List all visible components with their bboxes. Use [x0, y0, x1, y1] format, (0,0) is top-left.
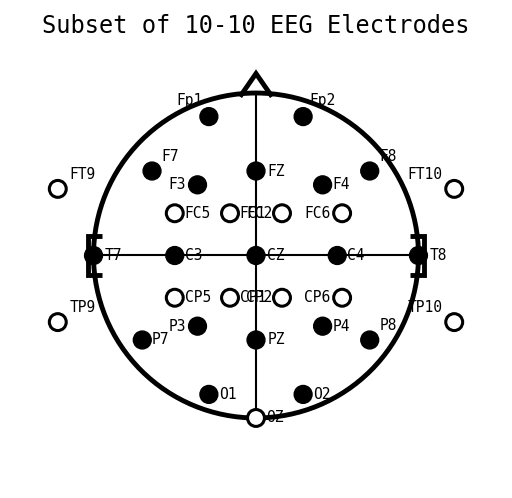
Circle shape: [200, 385, 218, 403]
Title: Subset of 10-10 EEG Electrodes: Subset of 10-10 EEG Electrodes: [42, 14, 470, 38]
Circle shape: [334, 205, 351, 222]
Circle shape: [273, 205, 290, 222]
Text: F3: F3: [168, 177, 186, 192]
Circle shape: [166, 205, 183, 222]
Circle shape: [222, 289, 239, 306]
Text: CZ: CZ: [267, 248, 285, 263]
Circle shape: [294, 385, 312, 403]
Text: C4: C4: [347, 248, 365, 263]
Text: CP6: CP6: [305, 290, 331, 305]
Text: FT10: FT10: [408, 167, 443, 182]
Circle shape: [188, 176, 206, 194]
Circle shape: [446, 180, 463, 197]
Circle shape: [247, 247, 265, 264]
Circle shape: [200, 108, 218, 125]
Text: FC2: FC2: [246, 206, 272, 221]
Circle shape: [84, 247, 102, 264]
Circle shape: [334, 289, 351, 306]
Text: FC5: FC5: [184, 206, 211, 221]
Text: P7: P7: [152, 333, 169, 348]
Circle shape: [247, 331, 265, 349]
Text: P4: P4: [332, 319, 350, 334]
Circle shape: [188, 317, 206, 335]
Text: T8: T8: [430, 248, 447, 263]
Text: CP2: CP2: [246, 290, 272, 305]
Text: Fp1: Fp1: [176, 93, 202, 108]
Text: CP1: CP1: [240, 290, 266, 305]
Text: F4: F4: [332, 177, 350, 192]
Circle shape: [166, 289, 183, 306]
Circle shape: [314, 176, 332, 194]
Text: FZ: FZ: [267, 163, 285, 178]
Text: F7: F7: [162, 149, 179, 164]
Circle shape: [143, 162, 161, 180]
Circle shape: [314, 317, 332, 335]
Text: FT9: FT9: [69, 167, 95, 182]
Text: TP9: TP9: [69, 300, 95, 315]
Circle shape: [133, 331, 151, 349]
Text: O1: O1: [219, 387, 236, 402]
Text: T7: T7: [105, 248, 122, 263]
Circle shape: [361, 162, 379, 180]
Text: C3: C3: [184, 248, 202, 263]
Circle shape: [361, 331, 379, 349]
Circle shape: [294, 108, 312, 125]
Text: O2: O2: [313, 387, 330, 402]
Text: OZ: OZ: [266, 410, 283, 425]
Text: CP5: CP5: [184, 290, 211, 305]
Circle shape: [222, 205, 239, 222]
Circle shape: [446, 314, 463, 331]
Text: F8: F8: [379, 149, 397, 164]
Text: P8: P8: [379, 318, 397, 333]
Circle shape: [328, 247, 346, 264]
Text: FC1: FC1: [240, 206, 266, 221]
Text: FC6: FC6: [305, 206, 331, 221]
Circle shape: [49, 180, 66, 197]
Text: Fp2: Fp2: [310, 93, 336, 108]
Text: P3: P3: [168, 319, 186, 334]
Circle shape: [166, 247, 184, 264]
Text: TP10: TP10: [408, 300, 443, 315]
Circle shape: [247, 409, 265, 426]
Circle shape: [247, 162, 265, 180]
Circle shape: [273, 289, 290, 306]
Text: PZ: PZ: [267, 333, 285, 348]
Circle shape: [410, 247, 428, 264]
Circle shape: [49, 314, 66, 331]
